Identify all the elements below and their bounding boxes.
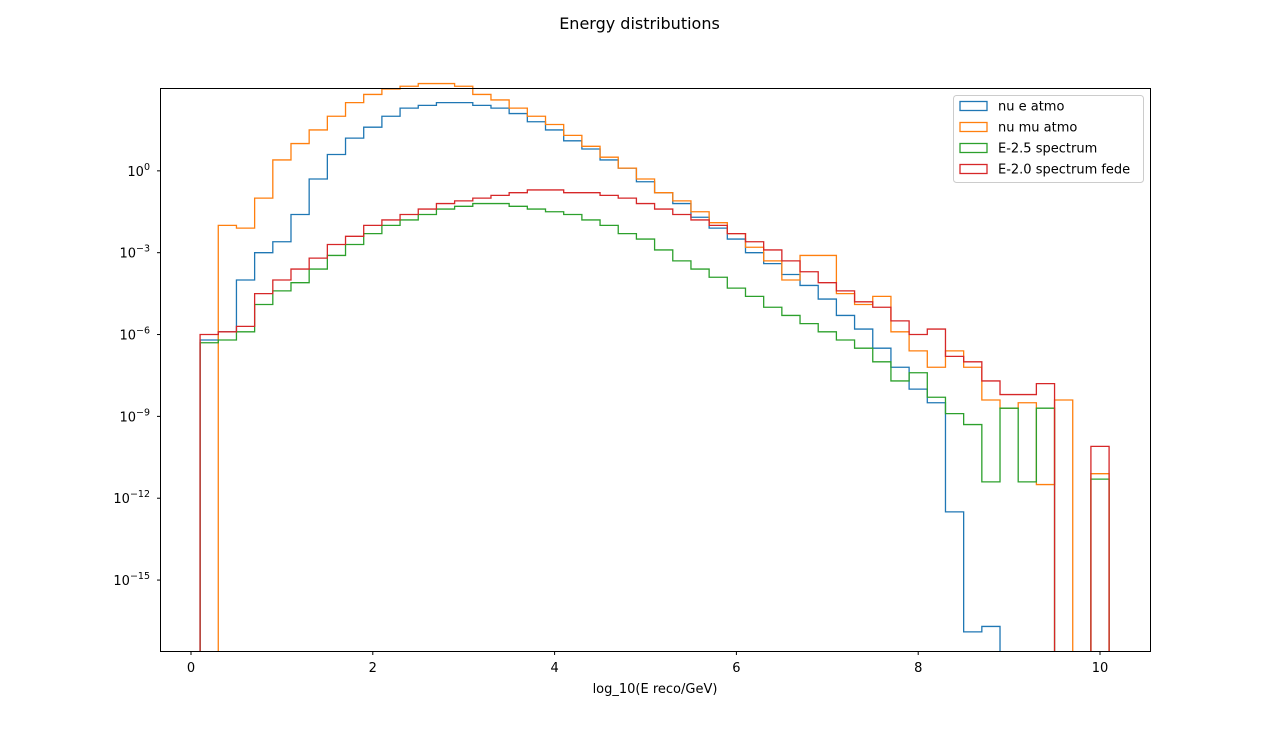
series-e-2-5-spectrum — [199, 202, 1110, 651]
legend-swatch-e-2-0-spectrum-fede — [959, 163, 988, 175]
series-line-e-2-0-spectrum-fede — [199, 189, 1056, 651]
x-tick-label: 6 — [732, 661, 740, 676]
legend-label-nu-mu-atmo: nu mu atmo — [998, 121, 1077, 136]
legend-frame — [953, 95, 1144, 183]
series-line-nu-mu-atmo — [217, 82, 1074, 651]
x-tick-label: 2 — [369, 661, 377, 676]
legend-swatch-nu-e-atmo — [959, 100, 988, 112]
series-layer — [199, 82, 1110, 651]
x-axis: 0 2 4 6 8 10 — [187, 651, 1108, 676]
x-axis-label: log_10(E reco/GeV) — [593, 682, 718, 697]
legend: nu e atmo nu mu atmo E-2.5 spectrum E-2.0 s… — [953, 95, 1144, 183]
chart-title: Energy distributions — [559, 14, 720, 33]
y-tick-label: 10−6 — [119, 326, 150, 344]
x-tick-label: 4 — [550, 661, 558, 676]
series-line-e-2-5-spectrum — [199, 202, 1056, 651]
series-line-nu-e-atmo — [199, 101, 1001, 651]
x-tick-label: 0 — [187, 661, 195, 676]
y-axis: 100 10−3 10−6 10−9 10−12 10−15 — [113, 162, 161, 589]
series-bin-nu-mu-atmo — [1090, 473, 1110, 651]
legend-items: nu e atmo nu mu atmo E-2.5 spectrum E-2.0 s… — [959, 100, 1130, 178]
series-bin-e-2-5-spectrum — [1090, 478, 1110, 651]
y-tick-label: 100 — [127, 162, 150, 180]
x-tick-label: 10 — [1092, 661, 1109, 676]
y-tick-label: 10−15 — [113, 571, 150, 589]
y-tick-label: 10−9 — [119, 407, 150, 425]
y-tick-label: 10−3 — [119, 244, 150, 262]
legend-swatch-nu-mu-atmo — [959, 121, 988, 133]
legend-swatch-e-2-5-spectrum — [959, 142, 988, 154]
legend-label-e-2-0-spectrum-fede: E-2.0 spectrum fede — [998, 163, 1130, 178]
series-e-2-0-spectrum-fede — [199, 189, 1110, 651]
legend-label-nu-e-atmo: nu e atmo — [998, 100, 1064, 115]
y-tick-label: 10−12 — [113, 489, 150, 507]
legend-label-e-2-5-spectrum: E-2.5 spectrum — [998, 142, 1097, 157]
series-nu-e-atmo — [199, 101, 1001, 651]
series-bin-e-2-0-spectrum-fede — [1090, 445, 1110, 651]
plot-frame — [160, 88, 1151, 652]
x-tick-label: 8 — [914, 661, 922, 676]
